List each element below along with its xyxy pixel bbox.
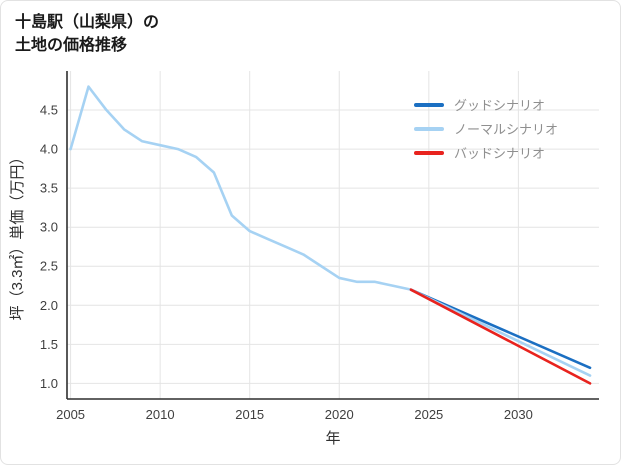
y-tick-label: 1.5	[40, 337, 58, 352]
y-tick-label: 1.0	[40, 376, 58, 391]
price-line-chart: 2005 2010 2015 2020 2025 2030 1.0 1.5 2.0 2.5 3.0 3…	[9, 71, 599, 447]
y-axis-label: 坪（3.3㎡）単価（万円）	[9, 150, 26, 321]
bad-scenario-swatch	[413, 150, 444, 155]
x-tick-label: 2015	[235, 407, 264, 422]
legend-item-normal-scenario: ノーマルシナリオ	[413, 118, 558, 139]
y-tick-label: 4.5	[40, 103, 58, 118]
x-tick-label: 2005	[56, 407, 85, 422]
bad-scenario-line	[409, 288, 592, 386]
x-axis-label: 年	[325, 430, 340, 447]
good-scenario-swatch	[413, 102, 444, 107]
page-title: 十島駅（山梨県）の 土地の価格推移	[1, 1, 620, 57]
normal-scenario-swatch	[413, 126, 444, 131]
good-scenario-label: グッドシナリオ	[453, 98, 545, 114]
x-tick-label: 2010	[146, 407, 175, 422]
y-tick-label: 4.0	[40, 142, 58, 157]
chart-area: 2005 2010 2015 2020 2025 2030 1.0 1.5 2.0 2.5 3.0 3…	[7, 59, 620, 451]
chart-legend: グッドシナリオ ノーマルシナリオ バッドシナリオ	[413, 91, 558, 166]
page-title-line1: 十島駅（山梨県）の	[15, 14, 160, 31]
legend-item-good-scenario: グッドシナリオ	[413, 94, 558, 115]
page-title-line2: 土地の価格推移	[15, 37, 128, 55]
x-tick-label: 2025	[414, 407, 443, 422]
bad-scenario-label: バッドシナリオ	[453, 146, 545, 162]
normal-scenario-label: ノーマルシナリオ	[453, 122, 558, 138]
legend-item-bad-scenario: バッドシナリオ	[413, 142, 558, 163]
normal-scenario-line	[69, 85, 592, 378]
x-tick-label: 2020	[325, 407, 354, 422]
y-tick-label: 2.0	[40, 298, 58, 313]
y-tick-label: 3.0	[40, 220, 58, 235]
x-tick-label: 2030	[504, 407, 533, 422]
y-tick-label: 3.5	[40, 181, 58, 196]
y-tick-label: 2.5	[40, 259, 58, 274]
